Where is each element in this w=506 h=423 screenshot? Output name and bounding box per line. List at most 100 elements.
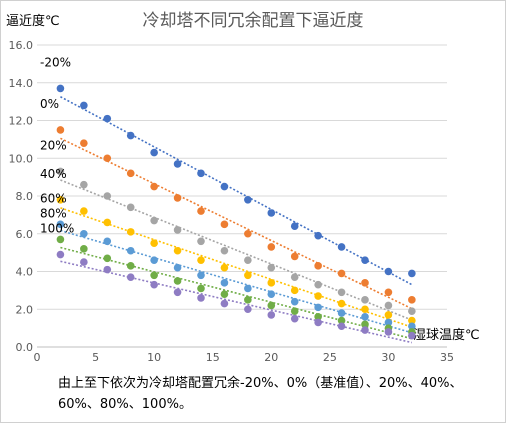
data-point xyxy=(197,271,205,280)
trendline-4 xyxy=(60,229,413,334)
data-point xyxy=(220,279,229,287)
data-point xyxy=(126,169,135,178)
series-label: 60% xyxy=(40,191,67,205)
data-point xyxy=(126,131,135,140)
data-point xyxy=(244,256,252,264)
data-point xyxy=(197,169,205,178)
data-point xyxy=(290,273,299,281)
data-point xyxy=(408,316,416,325)
data-point xyxy=(290,307,299,315)
data-point xyxy=(80,229,88,238)
data-point xyxy=(314,303,322,312)
y-tick-label: 16.0 xyxy=(9,39,34,52)
data-point xyxy=(384,288,393,297)
data-point xyxy=(314,280,322,289)
data-point xyxy=(337,322,346,331)
data-point xyxy=(173,226,182,234)
data-point xyxy=(267,209,276,217)
data-point xyxy=(150,256,158,264)
data-point xyxy=(80,139,88,147)
data-point xyxy=(103,265,112,274)
data-point xyxy=(267,243,276,251)
data-point xyxy=(103,237,112,246)
data-point xyxy=(384,311,393,319)
data-point xyxy=(80,180,88,189)
x-tick-label: 5 xyxy=(92,351,99,364)
data-point xyxy=(126,228,135,236)
data-point xyxy=(337,288,346,297)
data-point xyxy=(103,254,112,263)
data-point xyxy=(220,220,229,229)
data-point xyxy=(173,288,182,297)
data-point xyxy=(56,220,65,229)
data-point xyxy=(337,269,346,278)
data-point xyxy=(173,194,182,202)
data-point xyxy=(220,263,229,272)
data-point xyxy=(361,279,369,287)
data-point xyxy=(80,258,88,266)
trendline-6 xyxy=(60,260,413,344)
data-point xyxy=(80,207,88,215)
series-label: 20% xyxy=(40,138,67,152)
data-point xyxy=(384,301,393,310)
data-point xyxy=(56,250,65,259)
x-tick-label: 20 xyxy=(264,351,278,364)
x-tick-label: 15 xyxy=(206,351,220,364)
data-point xyxy=(126,273,135,281)
chart-note: 由上至下依次为冷却塔配置冗余-20%、0%（基准值）、20%、40%、60%、8… xyxy=(58,376,463,412)
data-point xyxy=(150,271,158,280)
data-point xyxy=(290,222,299,230)
data-point xyxy=(408,331,416,340)
data-point xyxy=(290,314,299,323)
data-point xyxy=(361,256,369,264)
data-point xyxy=(408,269,416,278)
y-tick-label: 0.0 xyxy=(16,341,34,354)
data-point xyxy=(337,299,346,308)
series-label: 80% xyxy=(40,206,67,220)
data-point xyxy=(244,284,252,293)
trendline-3 xyxy=(60,207,413,328)
data-point xyxy=(150,216,158,225)
data-point xyxy=(337,309,346,317)
data-point xyxy=(173,246,182,255)
data-point xyxy=(220,182,229,191)
data-point xyxy=(56,126,65,134)
data-point xyxy=(197,237,205,246)
data-point xyxy=(314,262,322,270)
y-tick-label: 6.0 xyxy=(16,228,34,241)
series-label: -20% xyxy=(40,55,71,69)
chart-title: 冷却塔不同冗余配置下逼近度 xyxy=(142,11,364,31)
series-label: 100% xyxy=(40,222,74,236)
data-point xyxy=(314,292,322,300)
data-point xyxy=(267,263,276,272)
data-point xyxy=(384,318,393,327)
data-point xyxy=(314,318,322,327)
trendline-1 xyxy=(60,137,413,310)
x-axis-label: 湿球温度℃ xyxy=(413,328,480,343)
data-point xyxy=(244,229,252,238)
data-point xyxy=(408,296,416,304)
data-point xyxy=(197,284,205,293)
data-point xyxy=(314,313,322,321)
data-point xyxy=(56,84,65,93)
data-point xyxy=(150,239,158,247)
data-point xyxy=(220,246,229,255)
data-point xyxy=(56,167,65,176)
y-tick-label: 10.0 xyxy=(9,152,34,165)
data-point xyxy=(126,262,135,270)
data-point xyxy=(384,328,393,336)
data-point xyxy=(103,114,112,123)
x-tick-label: 35 xyxy=(440,351,454,364)
data-point xyxy=(361,320,369,329)
data-point xyxy=(290,252,299,261)
data-point xyxy=(361,326,369,334)
data-point xyxy=(80,245,88,253)
data-point xyxy=(337,316,346,325)
series-label: 40% xyxy=(40,167,67,181)
data-point xyxy=(244,195,252,204)
data-point xyxy=(244,305,252,314)
data-point xyxy=(103,192,112,200)
data-point xyxy=(150,280,158,289)
data-point xyxy=(80,101,88,110)
data-point xyxy=(150,148,158,157)
